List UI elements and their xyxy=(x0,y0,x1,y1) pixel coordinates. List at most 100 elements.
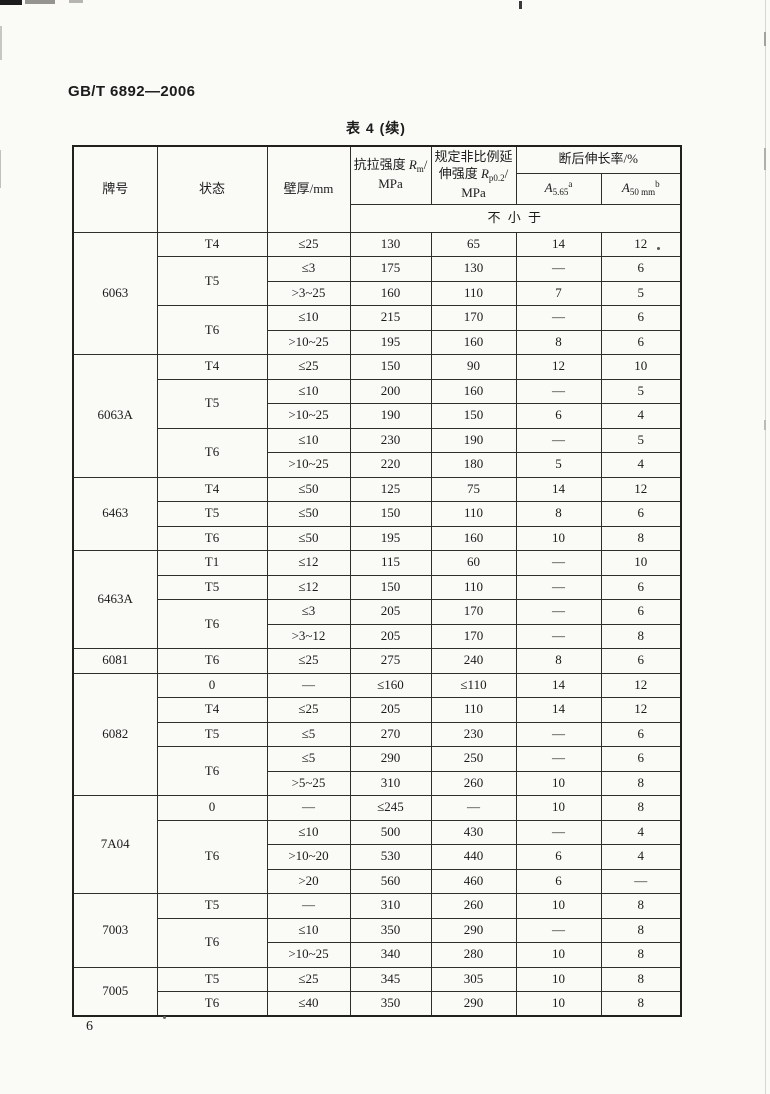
a50-symbol: A xyxy=(621,179,630,195)
a50-cell: 6 xyxy=(600,574,682,600)
thickness-cell: >10~25 xyxy=(266,942,351,968)
tensile-unit: MPa xyxy=(378,176,403,192)
thickness-cell: ≤50 xyxy=(266,501,351,527)
header-a565: A5.65a xyxy=(515,172,602,205)
tensile-cell: 270 xyxy=(349,721,432,747)
grade-cell: 6463A xyxy=(72,550,158,649)
thickness-cell: ≤40 xyxy=(266,991,351,1017)
thickness-cell: >3~25 xyxy=(266,280,351,306)
a50-cell: 12 xyxy=(600,231,682,257)
tensile-cell: 205 xyxy=(349,623,432,649)
proof-cell: 290 xyxy=(430,991,517,1017)
thickness-cell: — xyxy=(266,893,351,919)
a565-cell: — xyxy=(515,378,602,404)
proof-cell: 110 xyxy=(430,697,517,723)
a50-cell: 8 xyxy=(600,623,682,649)
table-row: T6 ≤10 350 290—8 xyxy=(73,917,682,968)
a565-cell: — xyxy=(515,721,602,747)
temper-cell: T6 xyxy=(156,991,268,1017)
table-row: >10~25 340 280 10 8 xyxy=(73,942,682,968)
a50-superscript: b xyxy=(655,178,660,189)
scan-artifact-right-tick xyxy=(764,32,766,46)
page-number: 6 xyxy=(86,1019,93,1034)
tensile-slash: / xyxy=(423,157,428,173)
temper-cell: T5 xyxy=(156,893,268,919)
thickness-cell: — xyxy=(266,672,351,698)
a565-cell: — xyxy=(515,427,602,453)
temper-cell: T5 xyxy=(156,256,268,306)
tensile-cell: 350 xyxy=(349,991,432,1017)
a565-cell: 8 xyxy=(515,501,602,527)
proof-cell: 430 xyxy=(430,819,517,845)
thickness-cell: ≤10 xyxy=(266,378,351,404)
table-header: 牌号 状态 壁厚/mm 抗拉强度 Rm/ MPa 规定非比例延 伸强度 Rp0.… xyxy=(72,145,682,233)
table-row: T6 ≤50 195 160 10 8 xyxy=(73,525,682,551)
table-row: >20 560 460 6— xyxy=(73,868,682,894)
a565-cell: — xyxy=(515,256,602,282)
thickness-cell: ≤12 xyxy=(266,550,351,576)
a50-cell: 8 xyxy=(600,770,682,796)
a50-cell: 6 xyxy=(600,648,682,674)
scan-artifact-right-tick xyxy=(764,148,766,170)
a565-cell: 14 xyxy=(515,697,602,723)
thickness-cell: ≤10 xyxy=(266,917,351,943)
table-row: T6 ≤5 290 250—6 xyxy=(73,746,682,796)
scan-artifact-topleft xyxy=(25,0,55,4)
a565-cell: 14 xyxy=(515,672,602,698)
header-not-less-than: 不 小 于 xyxy=(349,203,682,233)
proof-cell: 160 xyxy=(430,329,517,355)
table-row: T6 ≤40 350 290 10 8 xyxy=(73,991,682,1017)
proof-cell: 160 xyxy=(430,525,517,551)
a565-cell: — xyxy=(515,746,602,772)
a50-cell: 12 xyxy=(600,697,682,723)
table-row: 6063A T4 ≤25 150 90 12 10 xyxy=(72,354,682,478)
a50-cell: 8 xyxy=(600,917,682,943)
temper-cell: T4 xyxy=(156,231,268,257)
grade-cell: 7003 xyxy=(72,893,158,968)
tensile-cell: 150 xyxy=(349,354,432,380)
a50-cell: 8 xyxy=(600,893,682,919)
a50-cell: 6 xyxy=(600,746,682,772)
header-elongation: 断后伸长率/% xyxy=(515,145,682,174)
standard-code: GB/T 6892—2006 xyxy=(68,83,196,100)
thickness-cell: ≤10 xyxy=(266,427,351,453)
proof-cell: 190 xyxy=(430,427,517,453)
a50-cell: 6 xyxy=(600,256,682,282)
tensile-cell: 230 xyxy=(349,427,432,453)
a565-cell: — xyxy=(515,550,602,576)
proof-subscript: p0.2 xyxy=(488,172,505,183)
table-row: T5 ≤10 200 160—5 xyxy=(73,378,682,429)
a565-cell: — xyxy=(515,574,602,600)
temper-cell: T4 xyxy=(156,354,268,380)
table-row: T5 ≤3 175 130—6 xyxy=(73,256,682,306)
a50-cell: 12 xyxy=(600,672,682,698)
tensile-label: 抗拉强度 xyxy=(353,157,409,173)
table-row: 6081 T6 ≤25 275 240 8 6 xyxy=(72,648,682,674)
a565-cell: 7 xyxy=(515,280,602,306)
tensile-cell: 175 xyxy=(349,256,432,282)
a565-cell: 10 xyxy=(515,770,602,796)
proof-cell: 60 xyxy=(430,550,517,576)
header-grade: 牌号 xyxy=(72,145,158,233)
a565-cell: 6 xyxy=(515,403,602,429)
tensile-cell: 115 xyxy=(349,550,432,576)
scan-artifact-topleft xyxy=(0,0,22,5)
temper-cell: T5 xyxy=(156,501,268,527)
thickness-cell: >10~25 xyxy=(266,452,351,478)
proof-line1: 规定非比例延 xyxy=(434,149,513,165)
table-row: 7005 T5 ≤25 345 305 10 8 xyxy=(72,966,682,1017)
thickness-cell: ≤25 xyxy=(266,648,351,674)
a50-cell: 4 xyxy=(600,819,682,845)
a50-cell: 5 xyxy=(600,378,682,404)
tensile-cell: 160 xyxy=(349,280,432,306)
proof-cell: 260 xyxy=(430,893,517,919)
thickness-cell: ≤12 xyxy=(266,574,351,600)
proof-slash: / xyxy=(504,165,509,181)
table-row: 6082 0— ≤160 ≤110 14 12 xyxy=(72,672,682,796)
proof-cell: 305 xyxy=(430,966,517,992)
proof-cell: 90 xyxy=(430,354,517,380)
a565-cell: 14 xyxy=(515,476,602,502)
proof-cell: 110 xyxy=(430,501,517,527)
tensile-cell: 205 xyxy=(349,697,432,723)
temper-cell: T5 xyxy=(156,721,268,747)
